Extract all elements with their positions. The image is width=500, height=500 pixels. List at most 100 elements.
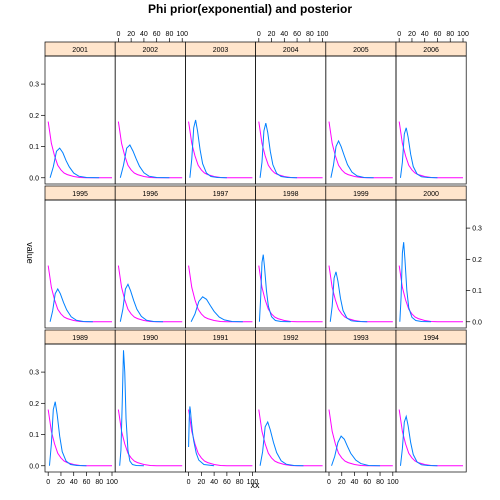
x-tick-label: 100	[106, 479, 118, 486]
prior-line	[258, 121, 323, 179]
posterior-line	[189, 119, 227, 179]
x-tick-label: 80	[166, 31, 174, 38]
x-tick-label: 0	[46, 479, 50, 486]
x-tick-label: 20	[197, 479, 205, 486]
posterior-line	[259, 420, 304, 467]
x-tick-label: 60	[293, 31, 301, 38]
x-tick-label: 0	[187, 479, 191, 486]
x-tick-label: 100	[247, 479, 259, 486]
posterior-line	[188, 406, 215, 467]
y-tick-label: 0.3	[29, 370, 39, 377]
panel-frame	[395, 199, 467, 329]
panel-strip-label: 1992	[283, 335, 299, 342]
prior-line	[188, 121, 253, 179]
x-tick-label: 0	[116, 31, 120, 38]
panel-frame	[325, 199, 397, 329]
posterior-line	[258, 254, 291, 323]
x-tick-label: 40	[351, 479, 359, 486]
panel-frame	[255, 199, 327, 329]
posterior-line	[329, 271, 368, 323]
x-tick-label: 60	[83, 479, 91, 486]
panel-strip-label: 2005	[353, 47, 369, 54]
panel-frame	[395, 343, 467, 473]
x-tick-label: 40	[210, 479, 218, 486]
prior-line	[398, 121, 464, 179]
x-tick-label: 100	[457, 31, 469, 38]
posterior-line	[49, 287, 93, 323]
posterior-line	[190, 296, 243, 323]
x-tick-label: 80	[446, 31, 454, 38]
panel-frame	[255, 55, 327, 185]
x-tick-label: 40	[421, 31, 429, 38]
y-tick-label: 0.1	[29, 144, 39, 151]
x-tick-label: 20	[408, 31, 416, 38]
panel-frame	[325, 343, 397, 473]
panel-strip-label: 1995	[72, 191, 88, 198]
panel-strip-label: 2002	[143, 47, 159, 54]
prior-line	[398, 409, 464, 467]
posterior-line	[119, 350, 144, 467]
x-tick-label: 40	[140, 31, 148, 38]
x-tick-label: 80	[376, 479, 384, 486]
x-tick-label: 0	[257, 31, 261, 38]
x-tick-label: 80	[236, 479, 244, 486]
prior-line	[47, 265, 113, 323]
x-tick-label: 40	[280, 31, 288, 38]
posterior-line	[331, 435, 381, 467]
panel-strip-label: 2000	[423, 191, 439, 198]
posterior-line	[119, 144, 170, 179]
panel-strip-label: 1996	[143, 191, 159, 198]
x-tick-label: 20	[127, 31, 135, 38]
x-tick-label: 100	[387, 479, 399, 486]
panel-frame	[44, 199, 116, 329]
x-axis-label: xx	[251, 480, 261, 490]
panel-frame	[114, 55, 186, 185]
panel-strip-label: 1989	[72, 335, 88, 342]
panel-frame	[325, 55, 397, 185]
panel-frame	[44, 55, 116, 185]
prior-line	[47, 409, 113, 467]
panel-frame	[255, 343, 327, 473]
x-tick-label: 100	[317, 31, 329, 38]
panel-strip-label: 2006	[423, 47, 439, 54]
panel-strip-label: 1997	[213, 191, 229, 198]
x-tick-label: 20	[268, 31, 276, 38]
prior-line	[258, 265, 323, 323]
prior-line	[328, 409, 393, 467]
panel-frame	[185, 199, 256, 329]
x-tick-label: 60	[223, 479, 231, 486]
prior-line	[258, 409, 323, 467]
x-tick-label: 40	[70, 479, 78, 486]
x-tick-label: 0	[397, 31, 401, 38]
prior-line	[328, 121, 393, 179]
y-tick-label: 0.2	[29, 401, 39, 408]
panel-frame	[395, 55, 467, 185]
panel-strip-label: 1994	[423, 335, 439, 342]
y-tick-label: 0.3	[29, 82, 39, 89]
posterior-line	[399, 414, 438, 467]
prior-line	[117, 409, 183, 467]
posterior-line	[399, 242, 432, 323]
y-tick-label: 0.0	[472, 319, 482, 326]
x-tick-label: 100	[176, 31, 188, 38]
y-tick-label: 0.1	[472, 288, 482, 295]
panel-frame	[44, 343, 116, 473]
posterior-line	[330, 139, 374, 179]
panel-strip-label: 2003	[213, 47, 229, 54]
x-tick-label: 60	[363, 479, 371, 486]
prior-line	[328, 265, 393, 323]
panel-strip-label: 1999	[353, 191, 369, 198]
prior-line	[188, 409, 253, 467]
x-tick-label: 0	[327, 479, 331, 486]
prior-line	[188, 265, 253, 323]
prior-line	[117, 121, 183, 179]
y-axis-label: value	[25, 242, 35, 264]
x-tick-label: 20	[338, 479, 346, 486]
posterior-line	[259, 123, 298, 179]
posterior-line	[399, 127, 438, 179]
prior-line	[117, 265, 183, 323]
posterior-line	[49, 147, 100, 179]
y-tick-label: 0.2	[29, 113, 39, 120]
